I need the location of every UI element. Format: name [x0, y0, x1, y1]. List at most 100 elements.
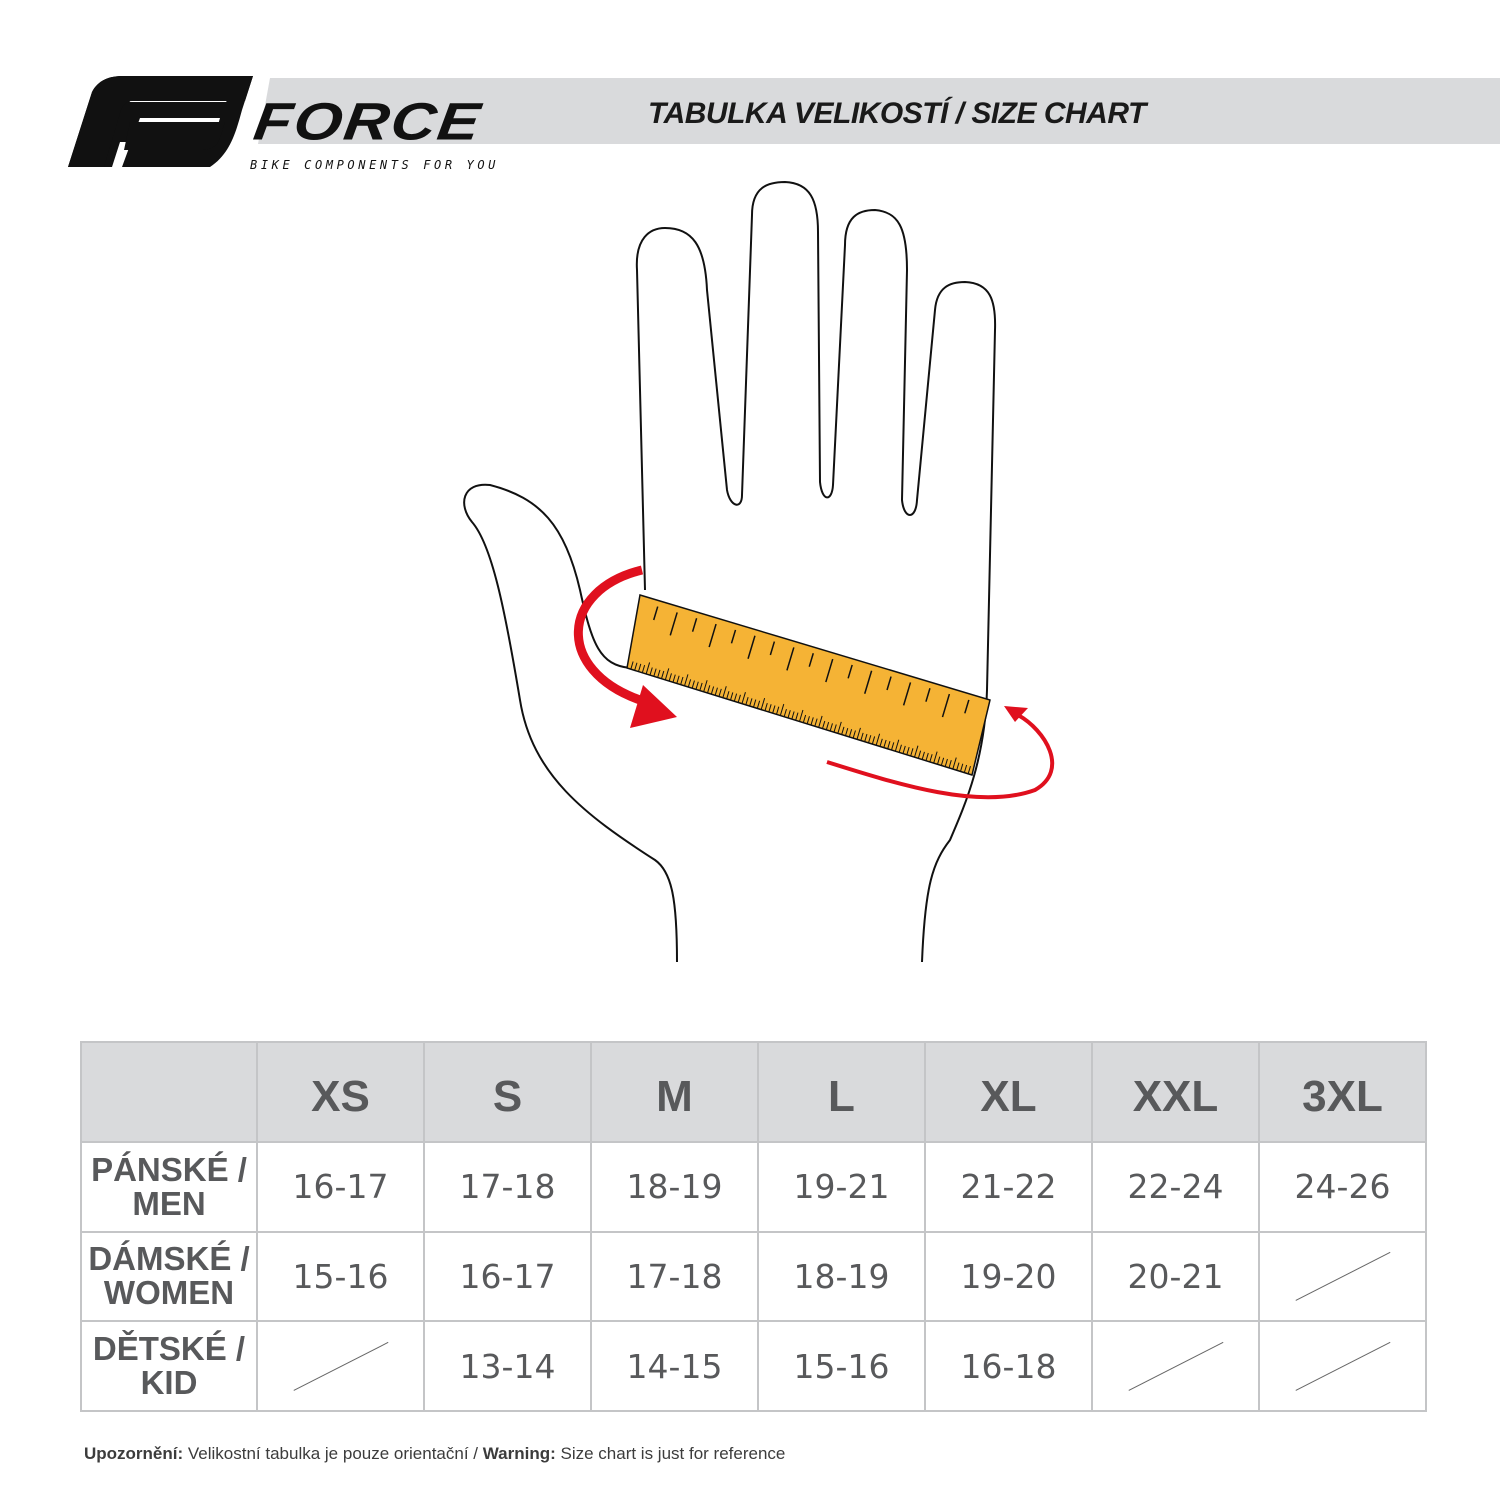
tape-tick-fine: [906, 746, 910, 755]
note-label-en: Warning:: [482, 1444, 556, 1463]
tape-tick-fine: [948, 760, 952, 769]
size-value: 21-22: [924, 1141, 1093, 1233]
row-label-line1: DĚTSKÉ /: [92, 1330, 246, 1368]
tape-tick-fine: [937, 756, 941, 765]
tape-tick-fine: [864, 733, 868, 742]
wrap-arrow-left: [573, 565, 644, 705]
brand-tagline: BIKE COMPONENTS FOR YOU: [250, 158, 499, 172]
tape-tick-fine: [898, 744, 902, 753]
tape-tick-fine: [691, 680, 695, 689]
tape-tick-fine: [783, 708, 787, 717]
tape-tick-fine: [837, 721, 842, 734]
tape-ticks: [630, 606, 971, 774]
note-text-en: Size chart is just for reference: [555, 1444, 786, 1463]
tape-tick-fine: [856, 727, 861, 740]
tape-tick-fine: [929, 754, 933, 763]
tape-tick-fine: [664, 668, 670, 681]
tape-tick: [863, 670, 873, 694]
tape-tick: [941, 693, 951, 718]
tape-tick-fine: [967, 766, 971, 774]
tape-tick-fine: [956, 762, 960, 771]
tape-tick-fine: [894, 739, 900, 752]
tape-tick-fine: [638, 663, 642, 672]
tape-tick-fine: [687, 679, 692, 688]
size-header-m: M: [590, 1041, 759, 1143]
tape-tick-fine: [914, 745, 919, 758]
tape-tick-fine: [737, 694, 741, 703]
tape-tick-fine: [733, 693, 738, 702]
size-table: XS S M L XL XXL 3XL PÁNSKÉ / MEN 16-17 17-18 18-19…: [80, 1041, 1427, 1412]
tape-tick-fine: [933, 751, 938, 764]
table-row: DĚTSKÉ / KID 13-14 14-15 15-16 16-18: [80, 1320, 1427, 1412]
tape-tick-fine: [925, 752, 929, 761]
wrap-arrow-right: [826, 713, 1055, 800]
tape-tick: [708, 623, 717, 648]
tape-tick: [964, 699, 970, 714]
tape-tick-fine: [756, 700, 761, 709]
not-available-slash: [1295, 1252, 1390, 1302]
tape-tick-fine: [871, 736, 876, 745]
tape-tick: [652, 606, 659, 621]
tape-tick-fine: [718, 688, 722, 697]
corner-cell: [80, 1041, 258, 1143]
tape-tick-fine: [818, 715, 823, 728]
empty-cell: [256, 1320, 425, 1412]
size-value: 16-17: [423, 1230, 592, 1323]
tape-tick-fine: [852, 730, 856, 739]
not-available-slash: [1128, 1342, 1223, 1392]
tape-tick-fine: [703, 680, 708, 692]
tape-tick: [669, 612, 678, 636]
tape-tick-fine: [825, 722, 830, 730]
tape-tick-fine: [879, 738, 883, 747]
size-value: 14-15: [590, 1320, 759, 1412]
tape-tick: [925, 688, 931, 702]
tape-tick-fine: [883, 739, 887, 748]
size-value: 19-20: [924, 1230, 1093, 1323]
tape-tick-fine: [810, 717, 814, 726]
tape-tick-fine: [672, 674, 676, 683]
tape-tick-fine: [802, 714, 807, 723]
row-label-line2: WOMEN: [103, 1274, 235, 1312]
size-value: 22-24: [1091, 1141, 1260, 1233]
tape-tick-fine: [676, 675, 680, 684]
tape-tick-fine: [921, 751, 925, 760]
size-value: 13-14: [423, 1320, 592, 1412]
tape-tick-fine: [760, 697, 766, 710]
size-header-l: L: [757, 1041, 926, 1143]
size-value: 24-26: [1258, 1141, 1427, 1233]
tape-tick-fine: [630, 661, 634, 670]
tape-tick-fine: [791, 711, 795, 720]
tape-tick-fine: [745, 697, 749, 705]
tape-tick-fine: [891, 742, 895, 751]
tape-tick-fine: [845, 727, 849, 736]
tape-tick-fine: [795, 712, 799, 721]
tape-tick-fine: [822, 720, 826, 729]
size-value: 20-21: [1091, 1230, 1260, 1323]
tape-tick-fine: [726, 691, 730, 700]
tape-tick-fine: [841, 726, 845, 735]
tape-tick-fine: [668, 673, 672, 682]
tape-tick-fine: [764, 702, 768, 711]
row-label: DĚTSKÉ / KID: [80, 1320, 258, 1412]
force-logo-icon: [68, 76, 253, 167]
tape-tick-fine: [787, 710, 791, 719]
size-value: 19-21: [757, 1141, 926, 1233]
tape-tick-fine: [653, 668, 657, 677]
tape-tick: [730, 629, 737, 644]
tape-tick-fine: [910, 748, 914, 757]
tape-tick: [747, 635, 756, 659]
fingers-outline: [635, 180, 997, 963]
size-value: 16-18: [924, 1320, 1093, 1412]
tape-tick-fine: [833, 724, 837, 733]
tape-tick: [786, 647, 795, 671]
tape-tick-fine: [634, 662, 638, 671]
tape-tick-fine: [776, 706, 780, 715]
tape-tick-fine: [940, 757, 945, 766]
not-available-slash: [293, 1342, 388, 1392]
size-value: 17-18: [423, 1141, 592, 1233]
arrow-head-right: [1004, 706, 1028, 722]
measuring-tape: [626, 594, 991, 776]
size-header-xxl: XXL: [1091, 1041, 1260, 1143]
tape-tick-fine: [680, 676, 684, 685]
size-header-s: S: [423, 1041, 592, 1143]
